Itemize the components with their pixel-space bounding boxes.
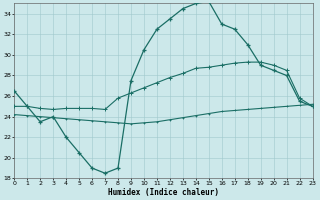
X-axis label: Humidex (Indice chaleur): Humidex (Indice chaleur) bbox=[108, 188, 219, 197]
